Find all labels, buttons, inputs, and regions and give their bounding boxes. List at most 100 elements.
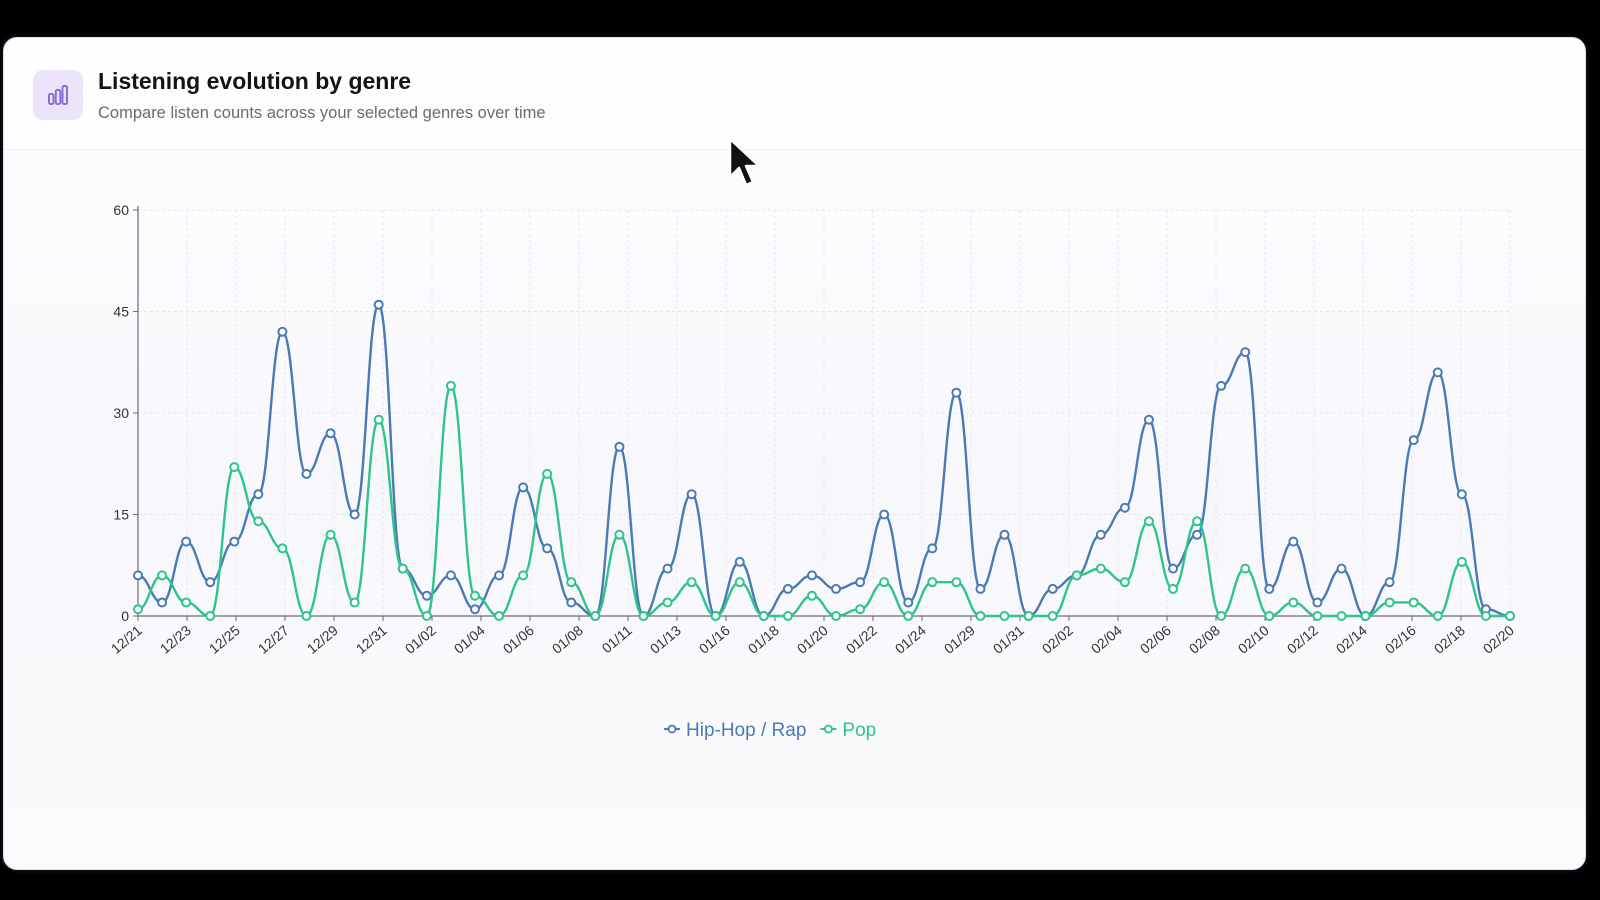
hiphop-data-point — [1312, 597, 1323, 608]
pop-data-point — [975, 611, 986, 621]
hiphop-data-point — [831, 583, 842, 594]
pop-data-point — [518, 570, 529, 581]
hiphop-data-point — [205, 577, 216, 588]
hiphop-data-point — [1384, 577, 1395, 588]
hiphop-data-point — [614, 441, 625, 452]
hiphop-data-point — [469, 604, 480, 615]
hiphop-data-point — [1143, 414, 1154, 425]
hiphop-data-point — [1240, 347, 1251, 358]
x-tick-label: 01/04 — [451, 622, 488, 657]
pop-data-point — [1288, 597, 1299, 608]
x-tick-label: 01/08 — [549, 622, 586, 657]
pop-data-point — [999, 611, 1010, 621]
hiphop-data-point — [1336, 563, 1347, 574]
hiphop-data-point — [1095, 529, 1106, 540]
hiphop-data-point — [325, 428, 336, 439]
pop-data-point — [951, 577, 962, 588]
x-tick-label: 02/06 — [1137, 622, 1174, 657]
y-tick-label: 15 — [113, 507, 129, 523]
hiphop-data-point — [686, 489, 697, 500]
pop-data-point — [349, 597, 360, 608]
x-tick-label: 02/14 — [1333, 622, 1370, 657]
y-tick-label: 60 — [113, 202, 129, 218]
pop-data-point — [1264, 611, 1275, 621]
pop-data-point — [710, 611, 721, 621]
pop-data-point — [903, 611, 914, 621]
hiphop-data-point — [879, 509, 890, 520]
pop-data-point — [1168, 583, 1179, 594]
x-tick-label: 02/18 — [1431, 622, 1468, 657]
pop-data-point — [229, 462, 240, 473]
pop-data-point — [1384, 597, 1395, 608]
hiphop-data-point — [1119, 502, 1130, 513]
pop-data-point — [1119, 577, 1130, 588]
hiphop-data-point — [566, 597, 577, 608]
pop-data-point — [445, 380, 456, 391]
hiphop-data-point — [229, 536, 240, 547]
hiphop-data-point — [806, 570, 817, 581]
pop-series-line — [137, 384, 1510, 618]
pop-data-point — [758, 611, 769, 621]
pop-data-point — [1432, 611, 1443, 621]
hiphop-data-point — [782, 583, 793, 594]
hiphop-data-point — [157, 597, 168, 608]
y-tick-label: 0 — [121, 608, 129, 624]
pop-data-point — [638, 611, 649, 621]
hiphop-data-point — [301, 468, 312, 479]
hiphop-data-point — [1288, 536, 1299, 547]
x-tick-label: 02/10 — [1235, 622, 1272, 657]
pop-data-point — [1408, 597, 1419, 608]
hiphop-data-point — [927, 543, 938, 554]
pop-data-point — [927, 577, 938, 588]
pop-data-point — [1360, 611, 1371, 621]
pop-data-point — [373, 414, 384, 425]
x-tick-label: 01/16 — [696, 622, 733, 657]
pop-data-point — [1312, 611, 1323, 621]
pop-data-point — [205, 611, 216, 621]
hiphop-data-point — [542, 543, 553, 554]
pop-data-point — [879, 577, 890, 588]
x-tick-label: 01/06 — [500, 622, 537, 657]
pop-data-point — [1480, 611, 1491, 621]
mouse-pointer-icon — [728, 137, 761, 187]
pop-data-point — [494, 611, 505, 621]
hiphop-data-point — [1192, 529, 1203, 540]
pop-data-point — [133, 604, 143, 615]
pop-legend-swatch-dot — [823, 724, 833, 734]
hiphop-data-point — [373, 299, 384, 310]
pop-data-point — [542, 468, 553, 479]
x-tick-label: 02/16 — [1382, 622, 1419, 657]
chart-subtitle: Compare listen counts across your select… — [98, 104, 546, 122]
hiphop-data-point — [133, 570, 143, 581]
pop-data-point — [181, 597, 192, 608]
hiphop-data-point — [1264, 583, 1275, 594]
hiphop-data-point — [181, 536, 192, 547]
x-tick-label: 01/02 — [402, 622, 439, 657]
pop-data-point — [806, 590, 817, 601]
pop-data-point — [421, 611, 432, 621]
hiphop-data-point — [253, 489, 264, 500]
y-tick-label: 45 — [113, 304, 129, 320]
card-header: Listening evolution by genre Compare lis… — [4, 38, 1585, 150]
x-tick-label: 12/25 — [206, 622, 243, 657]
hiphop-data-point — [1456, 489, 1467, 500]
chart-title: Listening evolution by genre — [98, 68, 412, 94]
hiphop-data-point — [421, 590, 432, 601]
hiphop-legend-swatch-dot — [667, 724, 677, 734]
pop-data-point — [325, 529, 336, 540]
hiphop-data-point — [1216, 380, 1227, 391]
x-tick-label: 01/31 — [990, 622, 1027, 657]
hiphop-data-point — [277, 326, 288, 337]
x-tick-label: 12/27 — [255, 622, 292, 657]
x-tick-label: 01/20 — [794, 622, 831, 657]
x-tick-label: 12/29 — [304, 622, 341, 657]
pop-data-point — [1023, 611, 1034, 621]
x-tick-label: 12/31 — [353, 622, 390, 657]
pop-data-point — [1143, 516, 1154, 527]
pop-data-point — [1216, 611, 1227, 621]
hiphop-data-point — [999, 529, 1010, 540]
pop-data-point — [1095, 563, 1106, 574]
pop-data-point — [277, 543, 288, 554]
pop-data-point — [1071, 570, 1082, 581]
